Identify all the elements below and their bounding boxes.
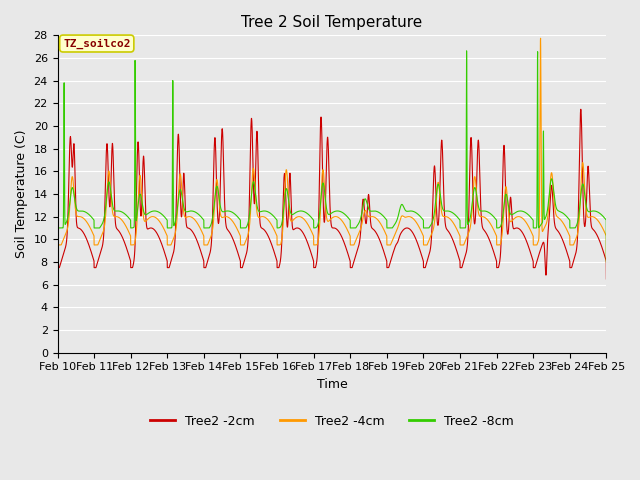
- Tree2 -2cm: [486, 239, 494, 244]
- Tree2 -8cm: [424, 225, 432, 231]
- Tree2 -8cm: [455, 216, 463, 222]
- Tree2 -8cm: [54, 225, 61, 231]
- Tree2 -4cm: [312, 242, 319, 248]
- Tree2 -2cm: [54, 265, 61, 271]
- Tree2 -4cm: [602, 259, 610, 265]
- Line: Tree2 -8cm: Tree2 -8cm: [58, 51, 606, 262]
- Tree2 -2cm: [152, 229, 160, 235]
- Tree2 -2cm: [424, 254, 432, 260]
- Tree2 -2cm: [312, 264, 319, 270]
- X-axis label: Time: Time: [317, 378, 348, 391]
- Tree2 -2cm: [577, 107, 585, 112]
- Line: Tree2 -4cm: Tree2 -4cm: [58, 38, 606, 262]
- Y-axis label: Soil Temperature (C): Soil Temperature (C): [15, 130, 28, 258]
- Tree2 -8cm: [602, 216, 609, 222]
- Tree2 -8cm: [602, 259, 610, 265]
- Tree2 -4cm: [602, 232, 609, 238]
- Tree2 -8cm: [152, 208, 160, 214]
- Title: Tree 2 Soil Temperature: Tree 2 Soil Temperature: [241, 15, 422, 30]
- Tree2 -8cm: [486, 211, 494, 216]
- Tree2 -4cm: [455, 231, 463, 237]
- Tree2 -4cm: [152, 215, 160, 221]
- Tree2 -8cm: [463, 48, 470, 54]
- Legend: Tree2 -2cm, Tree2 -4cm, Tree2 -8cm: Tree2 -2cm, Tree2 -4cm, Tree2 -8cm: [145, 409, 519, 432]
- Line: Tree2 -2cm: Tree2 -2cm: [58, 109, 606, 279]
- Tree2 -2cm: [455, 254, 463, 260]
- Tree2 -4cm: [537, 36, 545, 41]
- Text: TZ_soilco2: TZ_soilco2: [63, 38, 131, 48]
- Tree2 -4cm: [486, 220, 494, 226]
- Tree2 -4cm: [54, 242, 61, 248]
- Tree2 -2cm: [602, 256, 609, 262]
- Tree2 -8cm: [312, 225, 319, 231]
- Tree2 -2cm: [602, 276, 610, 282]
- Tree2 -4cm: [424, 239, 432, 244]
